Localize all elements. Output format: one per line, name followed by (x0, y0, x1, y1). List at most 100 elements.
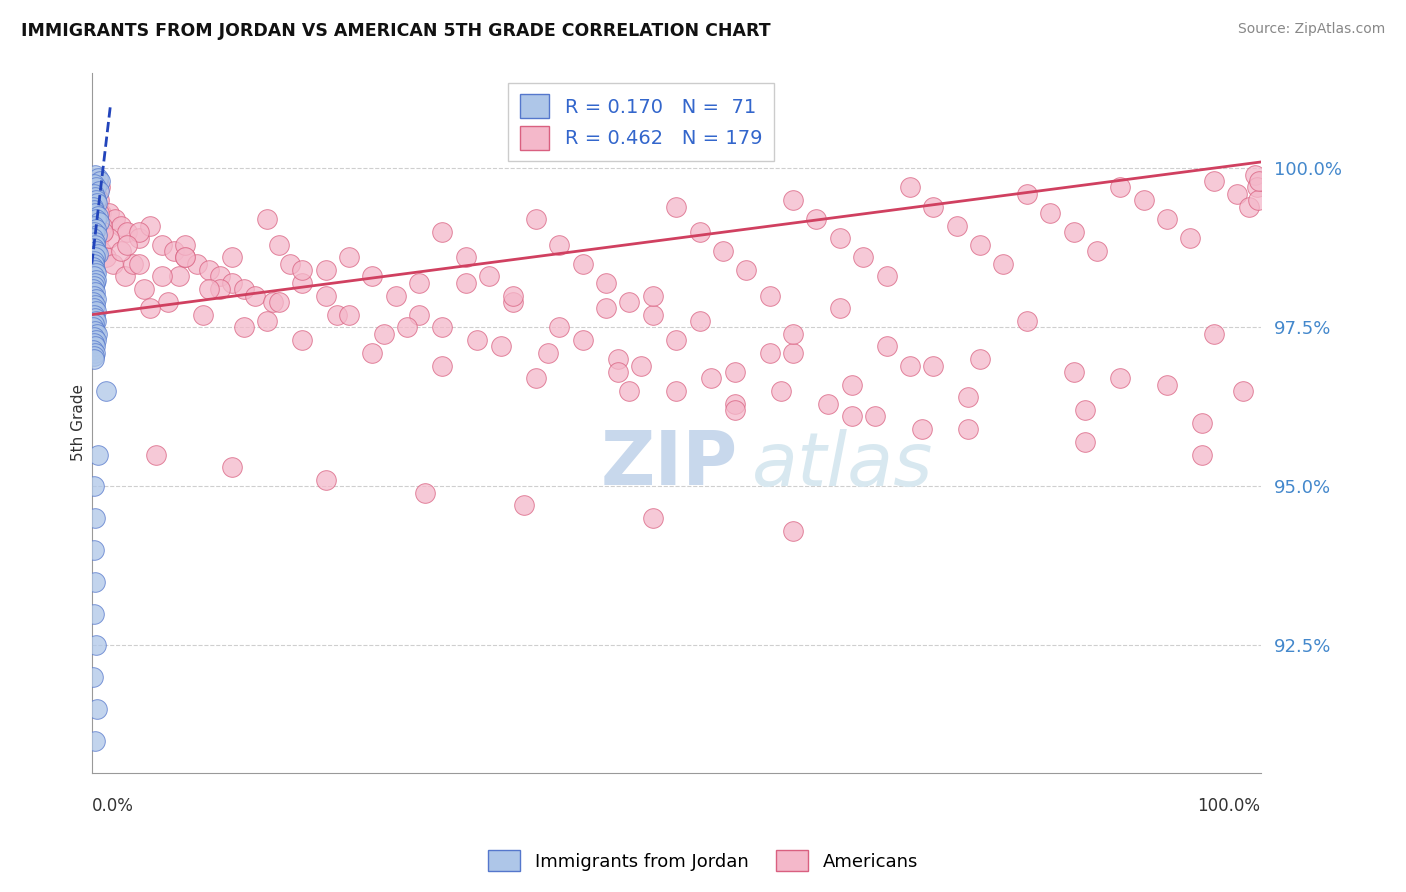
Point (876, 339, 898, 353)
Point (83, 285, 105, 300)
Point (83, 352, 105, 367)
Point (84, 298, 107, 312)
Point (128, 231, 150, 245)
Point (174, 251, 197, 265)
Point (1015, 314, 1038, 328)
Point (1243, 168, 1265, 182)
Point (384, 288, 406, 302)
Point (98, 231, 121, 245)
Point (139, 219, 162, 233)
Point (595, 301, 617, 316)
Point (841, 377, 863, 392)
Point (782, 346, 804, 360)
Point (337, 308, 360, 322)
Point (571, 257, 593, 271)
Point (641, 288, 664, 302)
Point (82, 200, 104, 214)
Point (89, 180, 111, 194)
Text: Source: ZipAtlas.com: Source: ZipAtlas.com (1237, 22, 1385, 37)
Point (197, 263, 219, 277)
Point (969, 352, 991, 367)
Point (758, 288, 780, 302)
Point (86, 174, 108, 188)
Point (87, 215, 110, 229)
Point (1232, 384, 1254, 398)
Point (191, 308, 214, 322)
Point (83, 257, 105, 271)
Point (1039, 206, 1062, 220)
Point (724, 365, 747, 379)
Point (82, 343, 104, 357)
Point (94, 251, 117, 265)
Point (1156, 377, 1178, 392)
Point (186, 257, 208, 271)
Point (513, 499, 536, 513)
Point (128, 257, 150, 271)
Point (232, 282, 254, 296)
Point (922, 359, 945, 373)
Point (454, 251, 477, 265)
Point (221, 251, 243, 265)
Point (1109, 371, 1132, 385)
Point (128, 225, 150, 239)
Point (114, 269, 136, 284)
Point (1247, 193, 1270, 207)
Y-axis label: 5th Grade: 5th Grade (72, 384, 86, 461)
Point (84, 193, 107, 207)
Point (84, 251, 107, 265)
Point (84, 511, 107, 525)
Point (82, 294, 104, 309)
Point (1063, 225, 1085, 239)
Point (262, 294, 284, 309)
Point (1237, 200, 1260, 214)
Point (94, 384, 117, 398)
Point (700, 371, 723, 385)
Point (689, 225, 711, 239)
Point (84, 168, 107, 182)
Point (432, 359, 454, 373)
Point (641, 308, 664, 322)
Point (83, 202, 105, 217)
Point (315, 263, 337, 277)
Point (315, 288, 337, 302)
Point (91, 219, 114, 233)
Point (209, 269, 232, 284)
Point (110, 219, 132, 233)
Point (945, 219, 967, 233)
Point (84, 346, 107, 360)
Point (524, 212, 547, 227)
Point (665, 200, 688, 214)
Point (82, 231, 104, 245)
Point (83, 330, 105, 344)
Point (84, 333, 107, 347)
Point (724, 403, 747, 417)
Point (86, 212, 108, 227)
Point (571, 333, 593, 347)
Point (84, 733, 107, 747)
Point (665, 384, 688, 398)
Point (291, 333, 314, 347)
Point (315, 473, 337, 487)
Point (90, 206, 112, 220)
Point (432, 225, 454, 239)
Point (413, 485, 436, 500)
Point (221, 276, 243, 290)
Legend: R = 0.170   N =  71, R = 0.462   N = 179: R = 0.170 N = 71, R = 0.462 N = 179 (509, 83, 773, 161)
Point (84, 206, 107, 220)
Point (197, 282, 219, 296)
Point (1226, 186, 1249, 201)
Point (83, 269, 105, 284)
Point (711, 244, 734, 258)
Point (86, 212, 108, 227)
Point (898, 180, 921, 194)
Point (467, 333, 489, 347)
Point (86, 170, 108, 185)
Point (83, 279, 105, 293)
Point (828, 231, 851, 245)
Point (83, 186, 105, 201)
Point (83, 479, 105, 493)
Point (396, 320, 419, 334)
Text: ZIP: ZIP (600, 428, 738, 501)
Point (724, 397, 747, 411)
Point (83, 219, 105, 233)
